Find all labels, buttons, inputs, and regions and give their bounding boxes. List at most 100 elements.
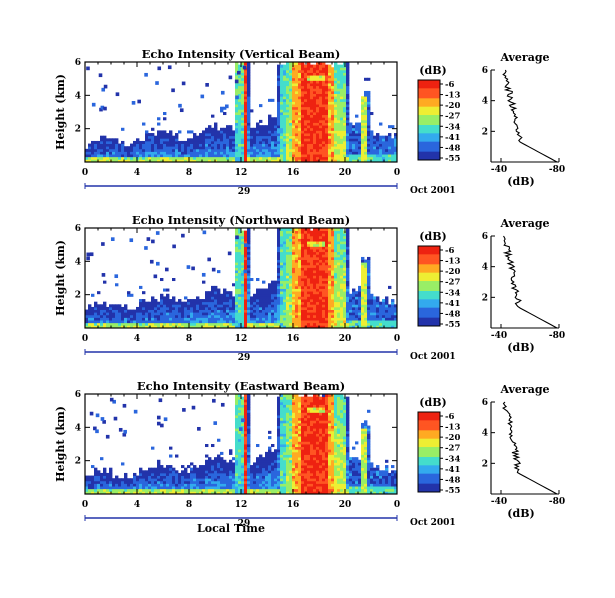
echo-cell: [244, 159, 248, 163]
echo-cell: [94, 314, 98, 318]
echo-cell: [211, 314, 215, 318]
echo-speck: [139, 299, 143, 303]
echo-cell: [328, 80, 332, 84]
echo-cell: [160, 480, 164, 484]
echo-cell: [241, 293, 245, 297]
colorbar-segment: [418, 276, 440, 279]
echo-cell: [292, 251, 296, 255]
echo-cell: [139, 312, 143, 316]
echo-cell: [211, 325, 215, 329]
echo-cell: [271, 280, 275, 284]
echo-cell: [340, 93, 344, 97]
echo-cell: [331, 135, 335, 139]
echo-cell: [277, 77, 281, 81]
echo-cell: [283, 138, 287, 142]
echo-cell: [247, 67, 251, 71]
echo-cell: [334, 264, 338, 268]
echo-cell: [124, 146, 128, 150]
echo-cell: [283, 301, 287, 305]
echo-cell: [121, 306, 125, 310]
echo-speck: [191, 266, 195, 271]
echo-cell: [310, 235, 314, 239]
echo-cell: [247, 148, 251, 152]
echo-cell: [223, 127, 227, 131]
echo-cell: [268, 117, 272, 121]
echo-cell: [280, 159, 284, 163]
echo-cell: [310, 77, 314, 81]
echo-cell: [331, 272, 335, 276]
echo-cell: [85, 154, 89, 158]
echo-cell: [319, 293, 323, 297]
echo-cell: [232, 478, 236, 482]
echo-cell: [319, 235, 323, 239]
echo-cell: [376, 320, 380, 324]
echo-cell: [379, 140, 383, 144]
echo-cell: [349, 312, 353, 316]
echo-cell: [121, 480, 125, 484]
echo-cell: [364, 117, 368, 121]
echo-cell: [334, 122, 338, 126]
echo-cell: [139, 483, 143, 487]
echo-cell: [124, 154, 128, 158]
echo-cell: [271, 285, 275, 289]
echo-cell: [178, 143, 182, 147]
echo-cell: [253, 301, 257, 305]
echo-cell: [145, 140, 149, 144]
colorbar-segment: [418, 151, 440, 154]
echo-cell: [328, 127, 332, 131]
echo-cell: [316, 238, 320, 242]
echo-cell: [136, 322, 140, 326]
echo-cell: [286, 233, 290, 237]
echo-cell: [139, 480, 143, 484]
echo-cell: [235, 285, 239, 289]
echo-cell: [361, 154, 365, 158]
echo-cell: [328, 90, 332, 94]
echo-cell: [292, 96, 296, 100]
echo-cell: [163, 322, 167, 326]
echo-cell: [190, 320, 194, 324]
echo-cell: [346, 312, 350, 316]
echo-cell: [244, 280, 248, 284]
colorbar-segment: [418, 153, 440, 156]
echo-speck: [91, 465, 95, 469]
echo-cell: [307, 309, 311, 313]
echo-cell: [112, 322, 116, 326]
echo-speck: [131, 100, 136, 105]
echo-cell: [241, 256, 245, 260]
average-x-tick-label: -80: [549, 331, 565, 341]
echo-cell: [277, 299, 281, 303]
echo-cell: [370, 159, 374, 163]
echo-cell: [241, 104, 245, 108]
heatmap-field: [85, 394, 398, 495]
echo-cell: [283, 306, 287, 310]
echo-cell: [304, 249, 308, 253]
echo-cell: [310, 296, 314, 300]
panel-1: Echo Intensity (Vertical Beam)Height (km…: [54, 47, 565, 197]
echo-cell: [247, 272, 251, 276]
echo-cell: [277, 285, 281, 289]
colorbar-segment: [418, 90, 440, 93]
echo-cell: [316, 230, 320, 234]
echo-cell: [328, 130, 332, 134]
echo-cell: [229, 470, 233, 474]
echo-cell: [325, 104, 329, 108]
echo-cell: [271, 125, 275, 129]
echo-cell: [181, 486, 185, 490]
echo-cell: [268, 138, 272, 142]
echo-cell: [298, 127, 302, 131]
echo-cell: [94, 301, 98, 305]
echo-cell: [235, 104, 239, 108]
echo-speck: [145, 130, 149, 134]
echo-cell: [280, 320, 284, 324]
echo-cell: [331, 230, 335, 234]
echo-cell: [301, 228, 305, 232]
echo-cell: [163, 475, 167, 479]
echo-cell: [289, 80, 293, 84]
echo-cell: [220, 472, 224, 476]
echo-cell: [193, 309, 197, 313]
echo-cell: [334, 322, 338, 326]
echo-cell: [208, 125, 212, 129]
echo-cell: [283, 96, 287, 100]
echo-cell: [316, 93, 320, 97]
echo-cell: [106, 143, 110, 147]
